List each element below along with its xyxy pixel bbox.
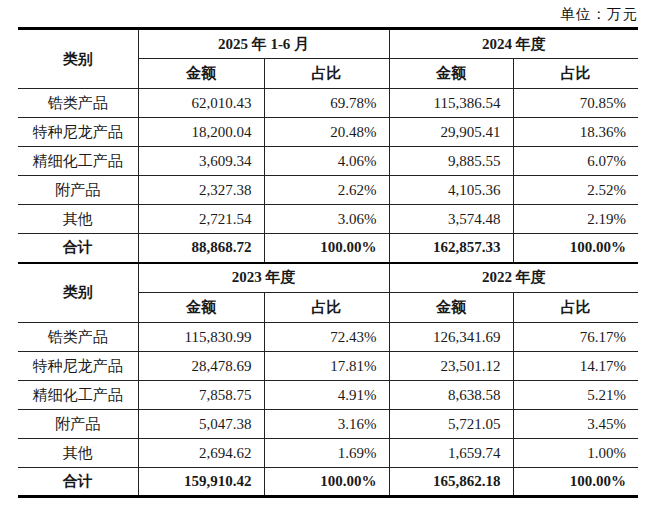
ratio-cell: 1.00% bbox=[513, 439, 638, 468]
amount-cell: 4,105.36 bbox=[389, 176, 513, 205]
category-cell: 合计 bbox=[18, 468, 138, 497]
category-cell: 精细化工产品 bbox=[18, 381, 138, 410]
ratio-cell: 100.00% bbox=[264, 234, 389, 263]
amount-cell: 126,341.69 bbox=[389, 323, 513, 352]
table-row: 附产品5,047.383.16%5,721.053.45% bbox=[18, 410, 638, 439]
amount-cell: 18,200.04 bbox=[138, 118, 264, 147]
amount-cell: 88,868.72 bbox=[138, 234, 264, 263]
amount-cell: 1,659.74 bbox=[389, 439, 513, 468]
amount-header: 金额 bbox=[389, 59, 513, 89]
category-cell: 精细化工产品 bbox=[18, 147, 138, 176]
table-row: 精细化工产品7,858.754.91%8,638.585.21% bbox=[18, 381, 638, 410]
ratio-cell: 17.81% bbox=[264, 352, 389, 381]
ratio-cell: 5.21% bbox=[513, 381, 638, 410]
amount-header: 金额 bbox=[138, 293, 264, 323]
ratio-cell: 100.00% bbox=[513, 234, 638, 263]
header-group-2023-2022: 类别 2023 年度 2022 年度 金额 占比 金额 占比 bbox=[18, 263, 638, 323]
category-cell: 锆类产品 bbox=[18, 89, 138, 118]
ratio-cell: 4.91% bbox=[264, 381, 389, 410]
amount-cell: 3,574.48 bbox=[389, 205, 513, 234]
category-header: 类别 bbox=[18, 263, 138, 323]
period-header-row: 类别 2023 年度 2022 年度 bbox=[18, 263, 638, 293]
data-rows-2023-2022: 锆类产品115,830.9972.43%126,341.6976.17%特种尼龙… bbox=[18, 323, 638, 497]
period-header-row: 类别 2025 年 1-6 月 2024 年度 bbox=[18, 29, 638, 59]
ratio-cell: 14.17% bbox=[513, 352, 638, 381]
ratio-cell: 2.19% bbox=[513, 205, 638, 234]
table-row: 特种尼龙产品28,478.6917.81%23,501.1214.17% bbox=[18, 352, 638, 381]
ratio-header: 占比 bbox=[264, 59, 389, 89]
amount-cell: 7,858.75 bbox=[138, 381, 264, 410]
data-rows-2025-2024: 锆类产品62,010.4369.78%115,386.5470.85%特种尼龙产… bbox=[18, 89, 638, 263]
category-cell: 其他 bbox=[18, 205, 138, 234]
unit-label: 单位：万元 bbox=[561, 5, 639, 24]
ratio-cell: 72.43% bbox=[264, 323, 389, 352]
category-cell: 特种尼龙产品 bbox=[18, 352, 138, 381]
table-row: 特种尼龙产品18,200.0420.48%29,905.4118.36% bbox=[18, 118, 638, 147]
ratio-header: 占比 bbox=[264, 293, 389, 323]
period-header-2024: 2024 年度 bbox=[389, 29, 638, 59]
period-header-2025h1: 2025 年 1-6 月 bbox=[138, 29, 389, 59]
amount-cell: 115,386.54 bbox=[389, 89, 513, 118]
category-cell: 合计 bbox=[18, 234, 138, 263]
period-header-2022: 2022 年度 bbox=[389, 263, 638, 293]
ratio-cell: 100.00% bbox=[264, 468, 389, 497]
ratio-cell: 3.06% bbox=[264, 205, 389, 234]
amount-cell: 165,862.18 bbox=[389, 468, 513, 497]
ratio-cell: 76.17% bbox=[513, 323, 638, 352]
category-cell: 附产品 bbox=[18, 410, 138, 439]
category-cell: 其他 bbox=[18, 439, 138, 468]
amount-cell: 5,047.38 bbox=[138, 410, 264, 439]
ratio-cell: 69.78% bbox=[264, 89, 389, 118]
ratio-header: 占比 bbox=[513, 59, 638, 89]
table-row: 锆类产品62,010.4369.78%115,386.5470.85% bbox=[18, 89, 638, 118]
ratio-cell: 18.36% bbox=[513, 118, 638, 147]
amount-cell: 3,609.34 bbox=[138, 147, 264, 176]
ratio-cell: 100.00% bbox=[513, 468, 638, 497]
revenue-by-category-table: 类别 2025 年 1-6 月 2024 年度 金额 占比 金额 占比 锆类产品… bbox=[18, 27, 638, 498]
table-row: 其他2,721.543.06%3,574.482.19% bbox=[18, 205, 638, 234]
amount-cell: 2,327.38 bbox=[138, 176, 264, 205]
table-row: 精细化工产品3,609.344.06%9,885.556.07% bbox=[18, 147, 638, 176]
amount-cell: 2,721.54 bbox=[138, 205, 264, 234]
amount-cell: 23,501.12 bbox=[389, 352, 513, 381]
ratio-cell: 70.85% bbox=[513, 89, 638, 118]
table-row: 其他2,694.621.69%1,659.741.00% bbox=[18, 439, 638, 468]
amount-cell: 62,010.43 bbox=[138, 89, 264, 118]
amount-cell: 162,857.33 bbox=[389, 234, 513, 263]
amount-cell: 5,721.05 bbox=[389, 410, 513, 439]
ratio-cell: 1.69% bbox=[264, 439, 389, 468]
total-row: 合计159,910.42100.00%165,862.18100.00% bbox=[18, 468, 638, 497]
financial-table-page: 单位：万元 类别 2025 年 1-6 月 2024 年度 金额 占比 金额 占… bbox=[0, 0, 660, 512]
ratio-cell: 6.07% bbox=[513, 147, 638, 176]
category-cell: 特种尼龙产品 bbox=[18, 118, 138, 147]
amount-cell: 29,905.41 bbox=[389, 118, 513, 147]
period-header-2023: 2023 年度 bbox=[138, 263, 389, 293]
ratio-cell: 2.52% bbox=[513, 176, 638, 205]
ratio-cell: 20.48% bbox=[264, 118, 389, 147]
ratio-cell: 3.45% bbox=[513, 410, 638, 439]
category-cell: 附产品 bbox=[18, 176, 138, 205]
amount-cell: 8,638.58 bbox=[389, 381, 513, 410]
ratio-cell: 4.06% bbox=[264, 147, 389, 176]
table-container: 类别 2025 年 1-6 月 2024 年度 金额 占比 金额 占比 锆类产品… bbox=[18, 27, 638, 498]
amount-cell: 28,478.69 bbox=[138, 352, 264, 381]
category-header: 类别 bbox=[18, 29, 138, 89]
amount-cell: 2,694.62 bbox=[138, 439, 264, 468]
ratio-cell: 3.16% bbox=[264, 410, 389, 439]
amount-cell: 9,885.55 bbox=[389, 147, 513, 176]
amount-cell: 159,910.42 bbox=[138, 468, 264, 497]
ratio-header: 占比 bbox=[513, 293, 638, 323]
amount-header: 金额 bbox=[138, 59, 264, 89]
table-row: 锆类产品115,830.9972.43%126,341.6976.17% bbox=[18, 323, 638, 352]
ratio-cell: 2.62% bbox=[264, 176, 389, 205]
table-row: 附产品2,327.382.62%4,105.362.52% bbox=[18, 176, 638, 205]
amount-cell: 115,830.99 bbox=[138, 323, 264, 352]
category-cell: 锆类产品 bbox=[18, 323, 138, 352]
header-group-2025-2024: 类别 2025 年 1-6 月 2024 年度 金额 占比 金额 占比 bbox=[18, 29, 638, 89]
total-row: 合计88,868.72100.00%162,857.33100.00% bbox=[18, 234, 638, 263]
amount-header: 金额 bbox=[389, 293, 513, 323]
